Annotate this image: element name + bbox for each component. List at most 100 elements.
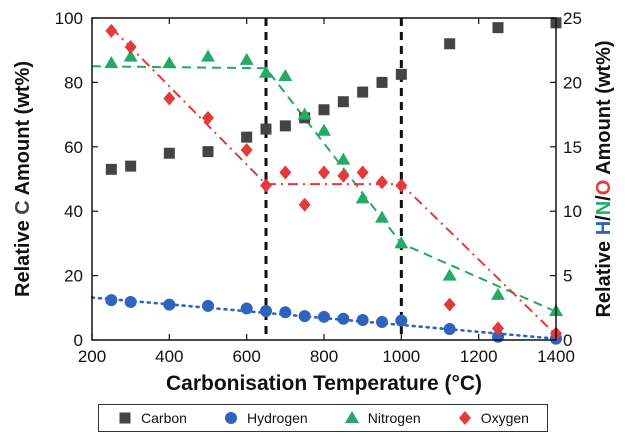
y-axis-label-left: Relative C Amount (wt%) (12, 61, 34, 297)
x-tick-label: 400 (155, 347, 183, 366)
oxygen-point (240, 143, 253, 158)
nitrogen-point (278, 68, 293, 81)
nitrogen-point (355, 191, 370, 204)
carbon-point (318, 104, 330, 116)
x-tick-label: 1200 (460, 347, 498, 366)
y-right-tick-label: 20 (563, 73, 582, 92)
y-right-label-part: O (593, 180, 615, 196)
y-left-label-part: Relative (12, 215, 34, 297)
nitrogen-point (104, 56, 119, 69)
y-left-tick-label: 0 (74, 331, 83, 350)
y-right-label-part: H (593, 221, 615, 235)
hydrogen-point (105, 294, 118, 307)
legend-label: Carbon (141, 410, 187, 426)
x-tick-label: 200 (78, 347, 106, 366)
nitrogen-point (375, 210, 389, 223)
x-tick-label: 800 (310, 347, 338, 366)
hydrogen-point (395, 314, 408, 327)
legend-item-carbon: Carbon (117, 410, 187, 426)
nitrogen-point (491, 287, 505, 300)
hydrogen-point (124, 296, 137, 309)
x-tick-label: 600 (232, 347, 260, 366)
oxygen-point (105, 23, 118, 38)
y-right-tick-label: 5 (563, 267, 572, 286)
legend-label: Nitrogen (367, 410, 421, 426)
nitrogen-point (297, 107, 312, 120)
oxygen-point (356, 165, 369, 180)
carbon-point (260, 123, 272, 135)
y-right-label-part: / (593, 195, 615, 201)
square-marker-icon (119, 412, 131, 424)
oxygen-point (163, 91, 176, 106)
hydrogen-point (202, 299, 214, 312)
y-left-tick-label: 100 (55, 9, 83, 28)
nitrogen-legend-marker (344, 411, 359, 423)
oxygen-point (298, 197, 311, 212)
hydrogen-point (163, 298, 176, 311)
oxygen-point (395, 178, 408, 193)
nitrogen-point (336, 152, 351, 165)
y-right-label-part: / (593, 215, 615, 221)
plot-frame (91, 17, 557, 341)
hydrogen-legend-marker (224, 412, 237, 424)
oxygen-point (260, 178, 272, 193)
y-right-tick-label: 0 (563, 331, 572, 350)
carbon-point (492, 22, 504, 34)
y-left-tick-label: 60 (64, 138, 83, 157)
hydrogen-point (443, 323, 456, 336)
nitrogen-point (239, 52, 254, 65)
hydrogen-point (318, 310, 330, 323)
ticks: 200 400 600 800 1000 1200 14000204060801000510… (55, 9, 582, 366)
nitrogen-point (259, 65, 273, 78)
oxygen-point (279, 165, 292, 180)
nitrogen-point (162, 56, 177, 69)
carbon-legend-marker (119, 412, 131, 424)
nitrogen-point (442, 268, 457, 281)
chart: 200 400 600 800 1000 1200 14000204060801000510… (12, 9, 615, 395)
x-axis-label: Carbonisation Temperature (°C) (166, 372, 482, 395)
carbon-point (444, 38, 456, 50)
diamond-marker-icon (458, 411, 471, 425)
x-tick-label: 1000 (382, 347, 420, 366)
legend-item-nitrogen: Nitrogen (344, 410, 421, 426)
y-axis-label-right: Relative H/N/O Amount (wt%) (593, 40, 615, 317)
x-tick-label: 1400 (537, 347, 575, 366)
legend-label: Hydrogen (246, 410, 308, 426)
y-left-label-part: Amount (wt%) (12, 61, 34, 200)
hydrogen-point (356, 314, 369, 327)
carbon-point (125, 160, 137, 172)
oxygen-point (376, 175, 388, 190)
oxygen-point (124, 39, 137, 54)
nitrogen-point (394, 236, 409, 249)
legend-item-oxygen: Oxygen (457, 410, 529, 426)
triangle-marker-icon (344, 411, 359, 423)
oxygen-point (318, 165, 330, 180)
hydrogen-point (337, 312, 350, 325)
oxygen-point (202, 110, 214, 125)
hydrogen-point (298, 310, 311, 323)
oxygen-point (443, 297, 456, 312)
oxygen-legend-marker (458, 411, 471, 425)
y-right-tick-label: 10 (563, 202, 582, 221)
carbon-point (241, 131, 253, 143)
hydrogen-point (376, 315, 388, 328)
legend-item-hydrogen: Hydrogen (223, 410, 308, 426)
carbon-point (202, 146, 214, 158)
oxygen-point (492, 321, 504, 336)
nitrogen-point (123, 49, 138, 62)
oxygen-point (337, 168, 350, 183)
legend-label: Oxygen (480, 410, 529, 426)
data-points (104, 17, 563, 345)
carbon-point (337, 96, 349, 108)
y-left-label-part: C (12, 200, 34, 214)
y-right-label-part: Amount (wt%) (593, 40, 615, 179)
oxygen-fit-line (110, 26, 557, 336)
carbon-point (357, 86, 369, 98)
nitrogen-fit-line (91, 65, 557, 313)
y-left-tick-label: 80 (64, 73, 83, 92)
carbon-point (279, 120, 291, 132)
carbon-point (376, 76, 388, 88)
y-right-tick-label: 25 (563, 9, 582, 28)
legend: Carbon Hydrogen Nitrogen Oxygen (98, 404, 548, 432)
carbon-point (105, 163, 117, 175)
